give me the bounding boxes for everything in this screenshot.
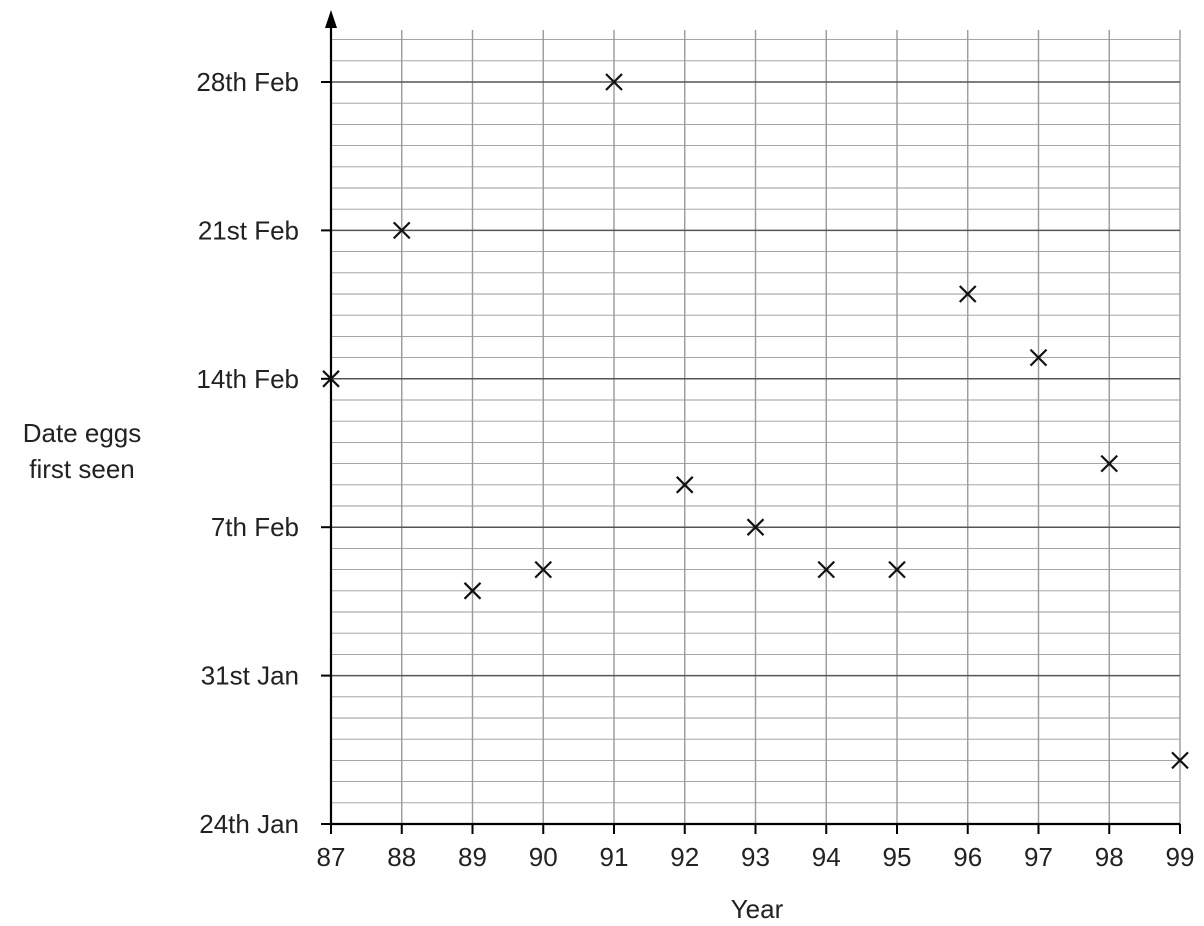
data-point-marker: [958, 285, 977, 303]
x-tick-label: 90: [529, 842, 558, 872]
data-point-marker: [322, 370, 340, 388]
y-tick-label: 28th Feb: [196, 67, 299, 97]
data-point-marker: [392, 221, 411, 240]
axes: [325, 10, 1180, 826]
data-point-marker: [534, 560, 553, 579]
y-axis-arrowhead: [325, 10, 337, 28]
x-tick-label: 95: [883, 842, 912, 872]
data-point-marker: [888, 560, 906, 579]
y-tick-label: 21st Feb: [198, 215, 299, 245]
x-tick-label: 87: [317, 842, 346, 872]
y-tick-label: 7th Feb: [211, 512, 299, 542]
data-point-marker: [817, 560, 836, 579]
x-axis-ticks: 87 88 89 90 91 92 93 94 95 96 97 98 99: [317, 824, 1195, 872]
x-tick-label: 91: [600, 842, 629, 872]
y-axis-title-line-1: Date eggs: [23, 418, 142, 448]
x-tick-label: 97: [1024, 842, 1053, 872]
y-tick-label: 31st Jan: [201, 661, 299, 691]
x-axis-title: Year: [731, 894, 784, 924]
x-tick-label: 98: [1095, 842, 1124, 872]
x-tick-label: 89: [458, 842, 487, 872]
x-tick-label: 88: [387, 842, 416, 872]
data-point-marker: [1171, 751, 1189, 770]
x-tick-label: 94: [812, 842, 841, 872]
data-point-marker: [1029, 348, 1048, 367]
data-point-marker: [746, 518, 765, 536]
data-point-marker: [1100, 454, 1119, 473]
x-tick-label: 96: [953, 842, 982, 872]
y-axis-title-line-2: first seen: [29, 454, 135, 484]
x-tick-label: 92: [670, 842, 699, 872]
y-axis-ticks: 24th Jan 31st Jan 7th Feb 14th Feb 21st Feb 2…: [196, 67, 331, 839]
data-point-marker: [605, 73, 623, 91]
y-tick-label: 24th Jan: [199, 809, 299, 839]
x-tick-label: 99: [1166, 842, 1195, 872]
data-point-marker: [675, 476, 694, 494]
x-tick-label: 93: [741, 842, 770, 872]
minor-gridlines: [330, 30, 1181, 825]
data-points: [322, 73, 1189, 770]
y-tick-label: 14th Feb: [196, 364, 299, 394]
data-point-marker: [463, 582, 482, 600]
